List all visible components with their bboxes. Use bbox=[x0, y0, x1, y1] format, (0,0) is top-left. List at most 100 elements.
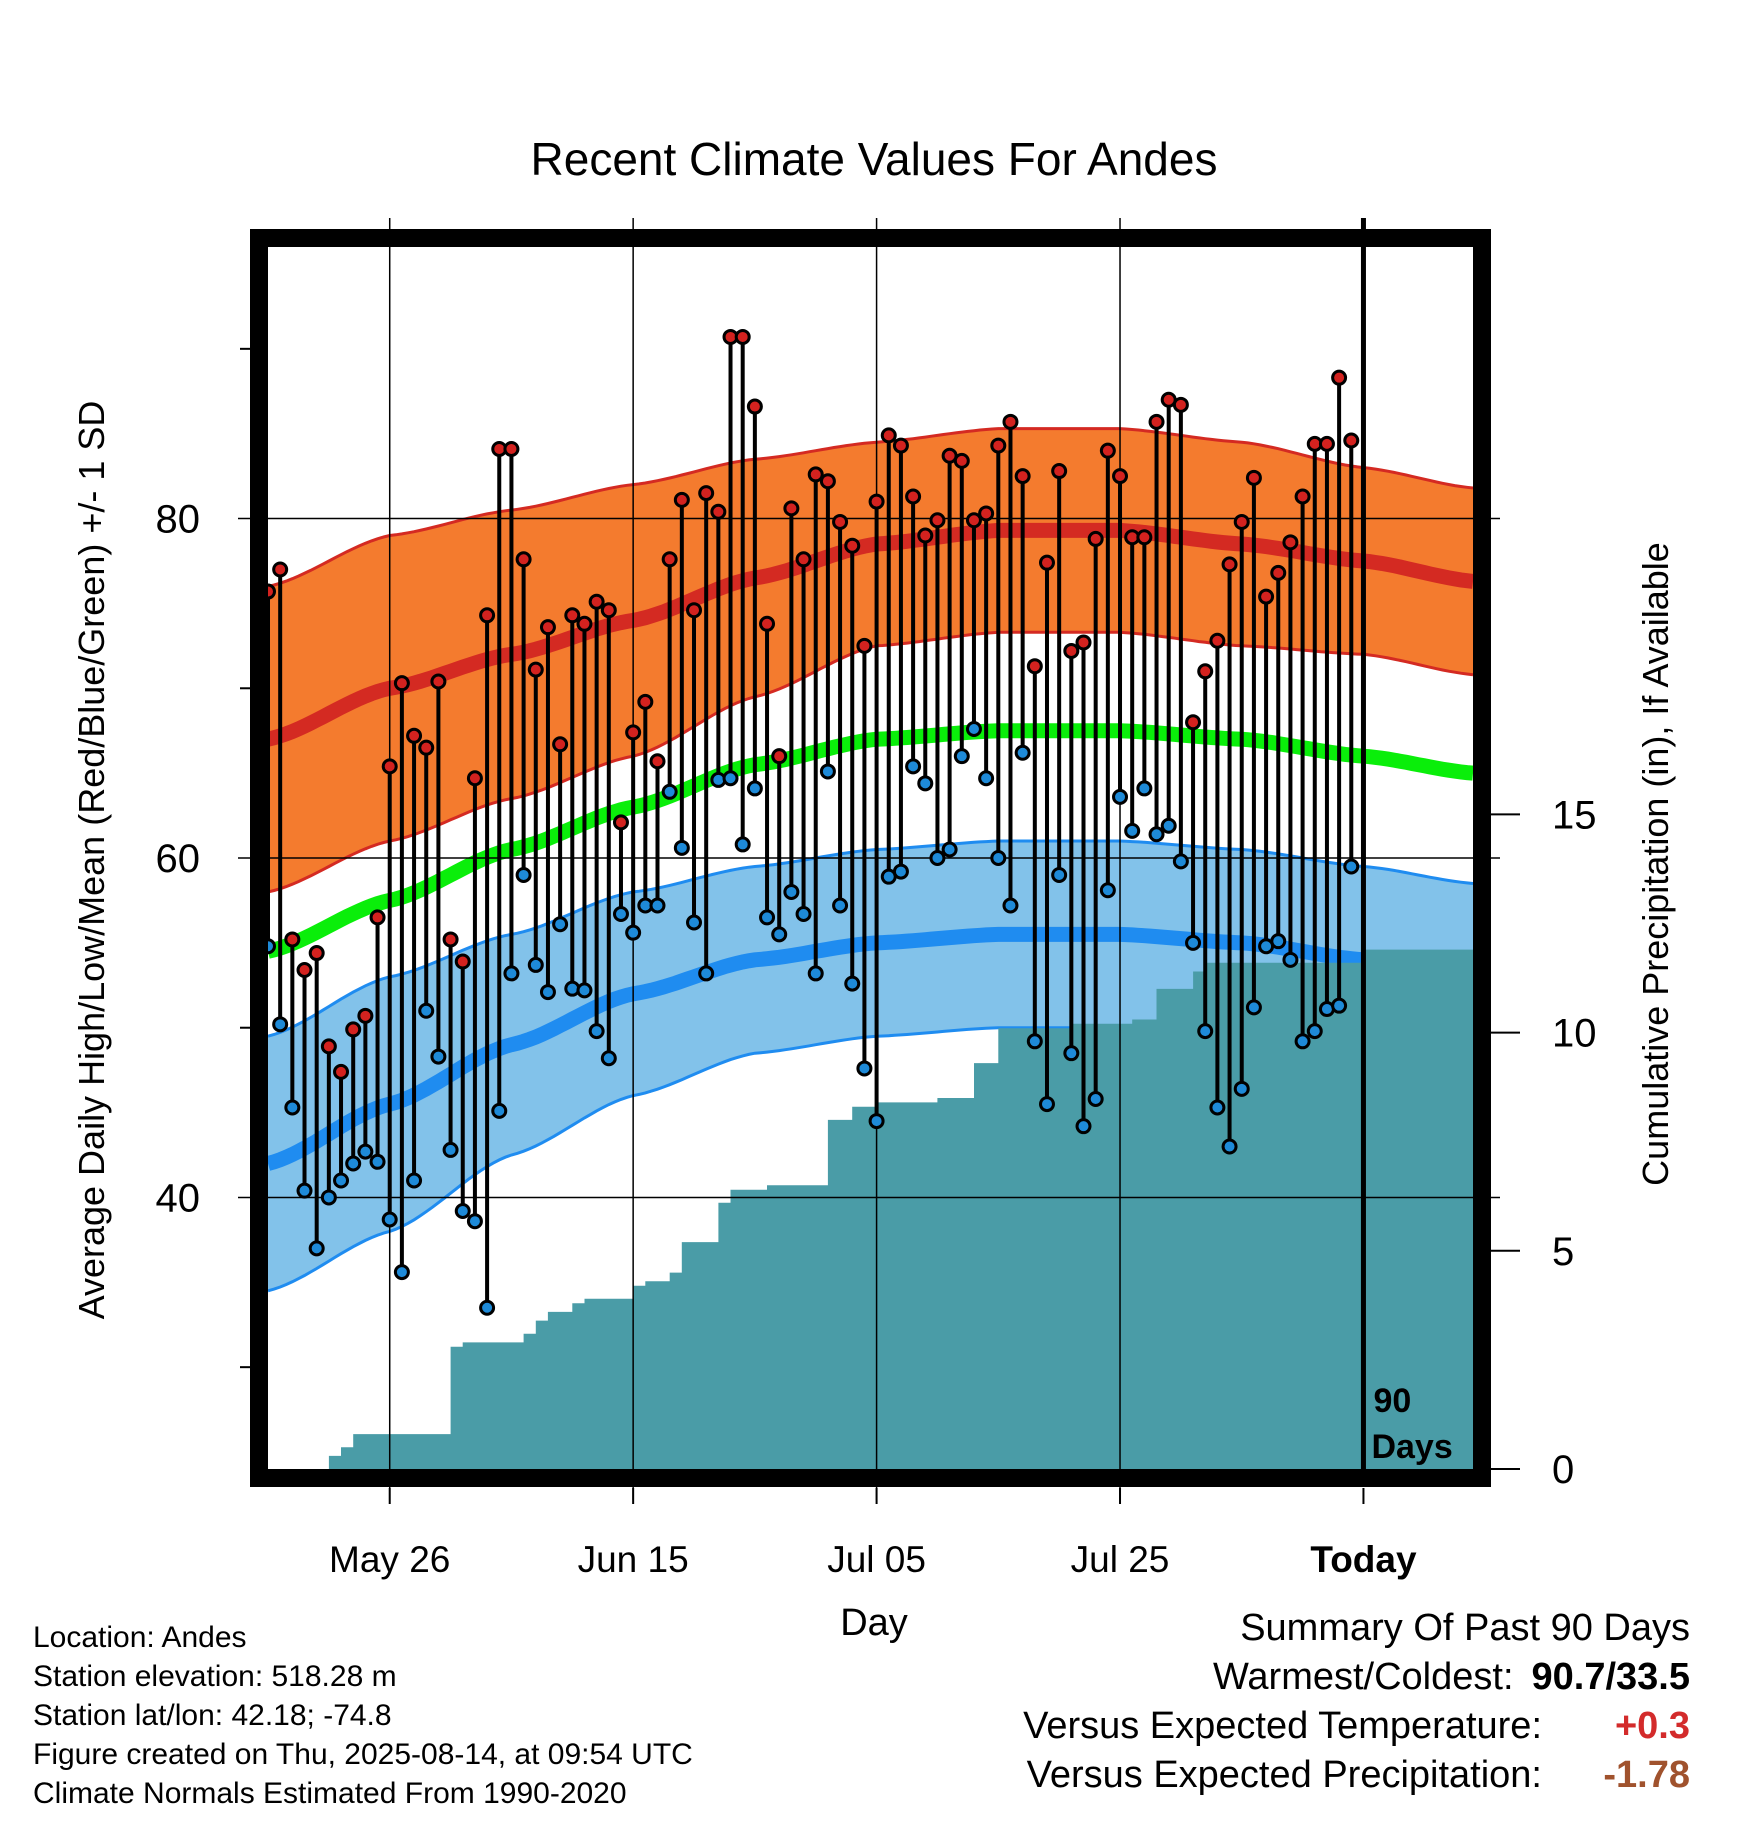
daily-high-point bbox=[430, 673, 447, 690]
daily-low-point bbox=[576, 982, 593, 999]
daily-low-point bbox=[819, 763, 836, 780]
daily-high-point bbox=[345, 1021, 362, 1038]
daily-high-point bbox=[1087, 530, 1104, 547]
daily-low-point bbox=[698, 965, 715, 982]
daily-high-point bbox=[1282, 534, 1299, 551]
daily-high-point bbox=[1270, 564, 1287, 581]
daily-low-point bbox=[369, 1153, 386, 1170]
daily-high-point bbox=[1221, 556, 1238, 573]
daily-low-point bbox=[649, 897, 666, 914]
latlon-text: Station lat/lon: 42.18; -74.8 bbox=[33, 1699, 392, 1732]
y-tick-label-precip: 10 bbox=[1552, 1012, 1597, 1056]
daily-high-point bbox=[1172, 396, 1189, 413]
plot-frame: 90 Days bbox=[250, 218, 1491, 1487]
daily-high-point bbox=[1014, 468, 1031, 485]
daily-low-point bbox=[333, 1172, 350, 1189]
daily-low-point bbox=[1112, 788, 1129, 805]
daily-low-point bbox=[734, 836, 751, 853]
warmest-coldest-label: Warmest/Coldest: bbox=[1212, 1656, 1514, 1698]
daily-low-point bbox=[272, 1016, 289, 1033]
low-sd-band bbox=[268, 841, 1473, 1291]
daily-low-point bbox=[1160, 817, 1177, 834]
axes: May 26 Jun 15 Jul 05 Jul 25 Today Day 40 60 80 0 5… bbox=[71, 347, 1676, 1644]
daily-high-point bbox=[856, 637, 873, 654]
daily-high-point bbox=[673, 491, 690, 508]
y-tick-label-precip: 5 bbox=[1552, 1230, 1574, 1274]
daily-low-point bbox=[1014, 744, 1031, 761]
daily-high-point bbox=[552, 736, 569, 753]
daily-high-point bbox=[807, 466, 824, 483]
y-tick-label-precip: 15 bbox=[1552, 793, 1597, 837]
daily-high-point bbox=[1112, 468, 1129, 485]
daily-high-point bbox=[454, 953, 471, 970]
daily-high-point bbox=[819, 473, 836, 490]
daily-high-point bbox=[442, 931, 459, 948]
daily-high-point bbox=[1099, 442, 1116, 459]
daily-low-point bbox=[284, 1099, 301, 1116]
daily-low-point bbox=[381, 1211, 398, 1228]
daily-low-point bbox=[941, 841, 958, 858]
daily-high-point bbox=[844, 537, 861, 554]
daily-low-point bbox=[795, 906, 812, 923]
daily-high-point bbox=[990, 437, 1007, 454]
daily-low-point bbox=[479, 1299, 496, 1316]
daily-low-point bbox=[454, 1203, 471, 1220]
daily-low-point bbox=[320, 1189, 337, 1206]
daily-high-point bbox=[1026, 658, 1043, 675]
daily-low-point bbox=[1002, 897, 1019, 914]
chart-title: Recent Climate Values For Andes bbox=[530, 133, 1218, 185]
daily-high-point bbox=[905, 488, 922, 505]
elevation-text: Station elevation: 518.28 m bbox=[33, 1660, 397, 1693]
daily-low-point bbox=[746, 780, 763, 797]
y-axis-label-right: Cumulative Precipitation (in), If Availa… bbox=[1635, 542, 1676, 1186]
low-band-upper-edge bbox=[267, 839, 1474, 1038]
daily-low-point bbox=[296, 1182, 313, 1199]
daily-low-point bbox=[1136, 780, 1153, 797]
daily-low-point bbox=[527, 956, 544, 973]
daily-high-point bbox=[868, 493, 885, 510]
x-tick-label: Jul 25 bbox=[1071, 1539, 1170, 1580]
daily-high-point bbox=[564, 607, 581, 624]
daily-low-point bbox=[929, 850, 946, 866]
x-tick-label: Jul 05 bbox=[827, 1539, 926, 1580]
today-window-label-line1: 90 bbox=[1373, 1382, 1411, 1420]
daily-high-point bbox=[284, 931, 301, 948]
daily-low-point bbox=[515, 866, 532, 883]
daily-low-point bbox=[1245, 999, 1262, 1016]
daily-low-point bbox=[722, 770, 739, 787]
x-tick-label: May 26 bbox=[329, 1539, 450, 1580]
warmest-coldest-row: Warmest/Coldest: 90.7/33.5 bbox=[1023, 1653, 1690, 1702]
daily-low-point bbox=[625, 924, 642, 941]
temp-anomaly-label: Versus Expected Temperature: bbox=[1023, 1705, 1542, 1747]
precip-area bbox=[268, 949, 1473, 1469]
daily-high-point bbox=[381, 758, 398, 775]
daily-low-point bbox=[844, 975, 861, 992]
daily-high-point bbox=[1075, 634, 1092, 651]
daily-high-point bbox=[588, 593, 605, 610]
daily-low-point bbox=[783, 883, 800, 900]
daily-high-point bbox=[759, 615, 776, 632]
daily-high-point bbox=[308, 945, 325, 962]
daily-high-point bbox=[1185, 714, 1202, 731]
daily-high-point bbox=[320, 1038, 337, 1055]
daily-low-point bbox=[661, 783, 678, 800]
daily-low-point bbox=[1172, 853, 1189, 870]
normal-high-line bbox=[266, 522, 1474, 747]
daily-high-point bbox=[649, 753, 666, 770]
daily-high-point bbox=[600, 602, 617, 619]
daily-high-point bbox=[771, 748, 788, 765]
daily-low-point bbox=[406, 1172, 423, 1189]
daily-high-point bbox=[746, 398, 763, 415]
daily-high-point bbox=[929, 512, 946, 529]
daily-low-point bbox=[393, 1264, 410, 1281]
daily-high-point bbox=[333, 1063, 350, 1080]
daily-low-point bbox=[917, 775, 934, 792]
daily-high-point bbox=[1343, 432, 1360, 449]
daily-low-point bbox=[807, 965, 824, 982]
daily-high-point bbox=[466, 770, 483, 787]
daily-high-point bbox=[1148, 413, 1165, 430]
precip-anomaly-row: Versus Expected Precipitation: -1.78 bbox=[1023, 1751, 1690, 1800]
daily-low-point bbox=[978, 770, 995, 787]
daily-low-point bbox=[442, 1141, 459, 1158]
daily-low-point bbox=[1233, 1080, 1250, 1097]
